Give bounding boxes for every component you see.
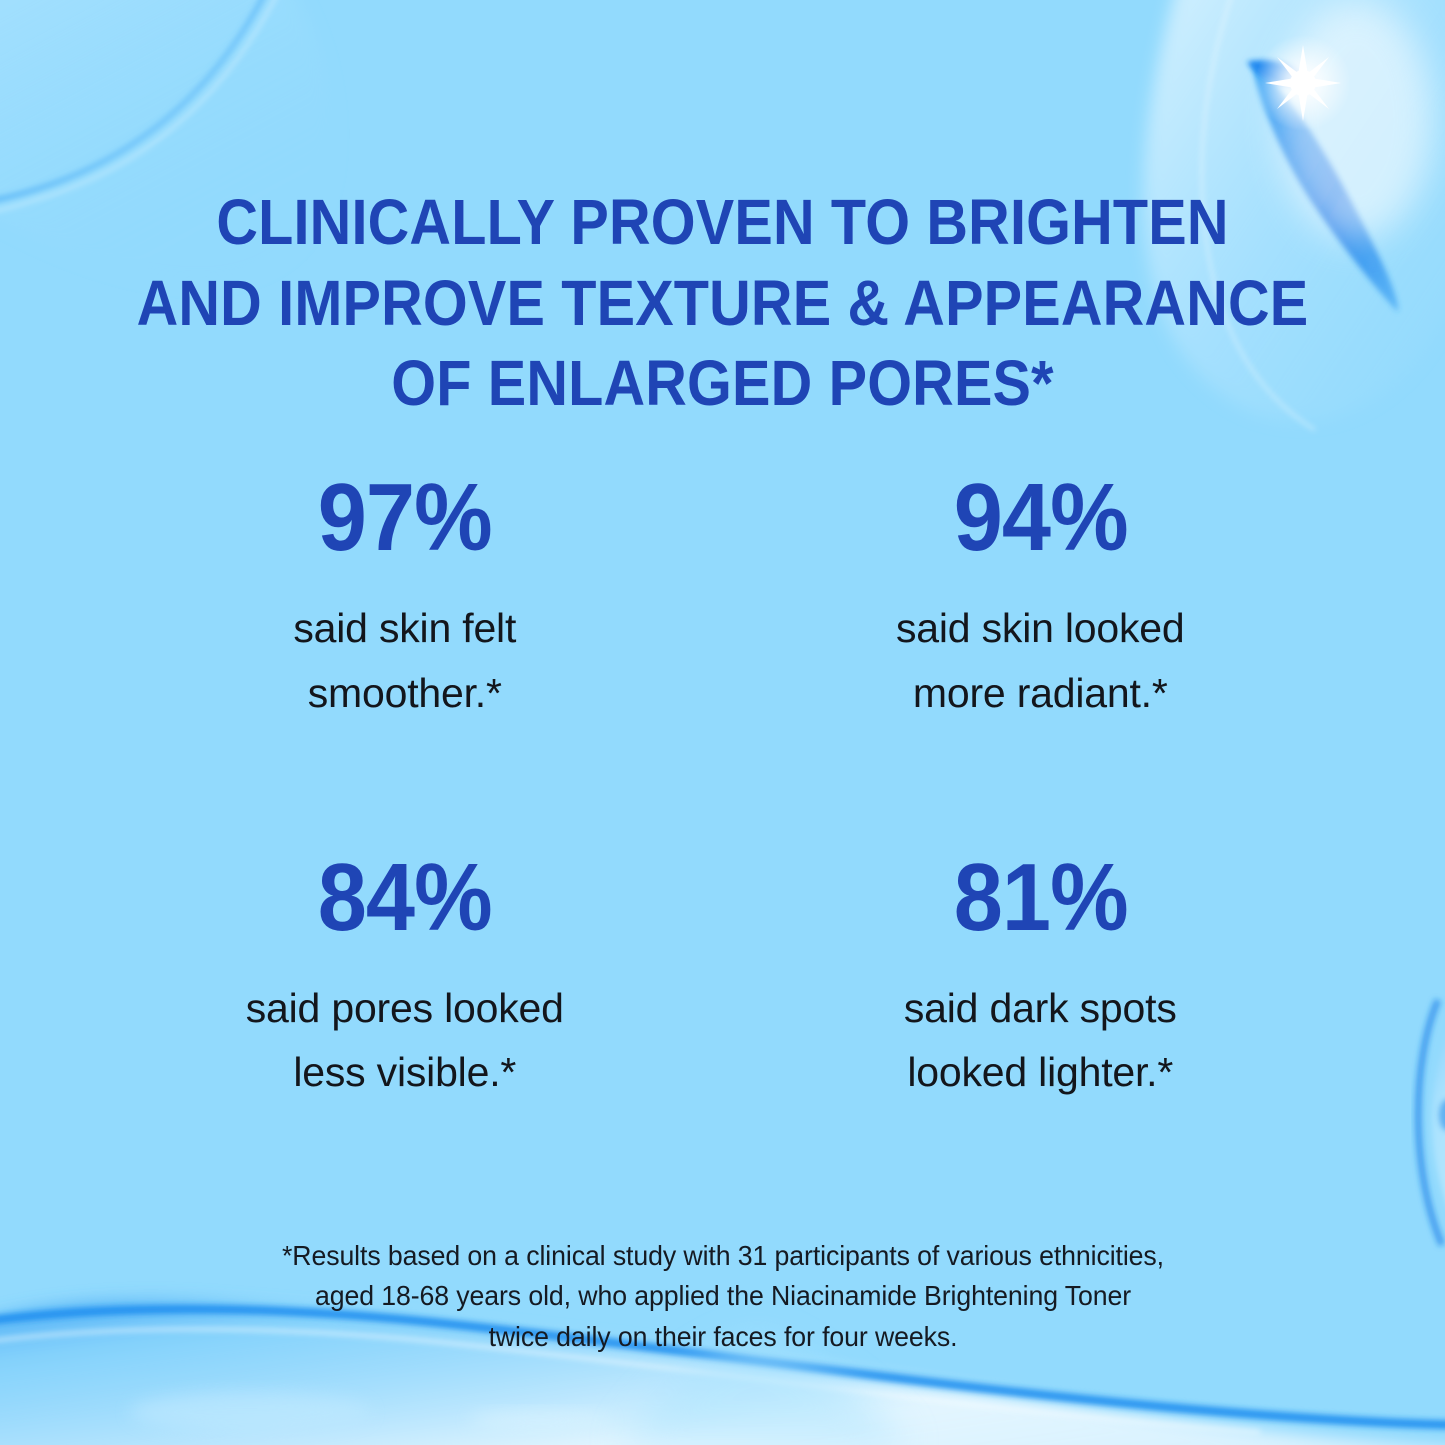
stat-description-line-2: looked lighter.* <box>907 1049 1174 1096</box>
headline-line-1: CLINICALLY PROVEN TO BRIGHTEN <box>216 185 1229 258</box>
page-headline: CLINICALLY PROVEN TO BRIGHTEN AND IMPROV… <box>72 182 1373 424</box>
stat-description-line-2: more radiant.* <box>912 669 1168 716</box>
stat-description: said skin looked more radiant.* <box>805 596 1275 726</box>
stat-description-line-1: said pores looked <box>245 984 564 1031</box>
stat-block: 97% said skin felt smoother.* <box>105 470 705 726</box>
stat-description-line-2: less visible.* <box>293 1049 517 1096</box>
stat-value: 97% <box>317 464 493 571</box>
stat-description-line-1: said dark spots <box>903 984 1177 1031</box>
stat-description: said pores looked less visible.* <box>170 976 640 1106</box>
stat-value: 94% <box>953 464 1128 571</box>
stat-description-line-2: smoother.* <box>307 669 502 716</box>
disclaimer-line-2: aged 18-68 years old, who applied the Ni… <box>314 1280 1131 1312</box>
stat-value: 84% <box>317 843 493 951</box>
disclaimer-line-1: *Results based on a clinical study with … <box>281 1239 1164 1271</box>
study-disclaimer: *Results based on a clinical study with … <box>201 1236 1244 1358</box>
stat-block: 84% said pores looked less visible.* <box>105 843 705 1106</box>
headline-line-2: AND IMPROVE TEXTURE & APPEARANCE <box>136 266 1309 339</box>
stat-block: 81% said dark spots looked lighter.* <box>741 843 1341 1106</box>
stat-description-line-1: said skin felt <box>293 605 517 651</box>
statistics-grid: 97% said skin felt smoother.* 94% said s… <box>105 470 1340 1105</box>
headline-line-3: OF ENLARGED PORES* <box>391 347 1054 420</box>
stat-value: 81% <box>953 843 1128 951</box>
stat-description: said dark spots looked lighter.* <box>805 976 1275 1106</box>
disclaimer-line-3: twice daily on their faces for four week… <box>488 1320 957 1352</box>
stat-description-line-1: said skin looked <box>895 605 1185 651</box>
stat-description: said skin felt smoother.* <box>170 596 640 726</box>
stat-block: 94% said skin looked more radiant.* <box>741 470 1341 726</box>
